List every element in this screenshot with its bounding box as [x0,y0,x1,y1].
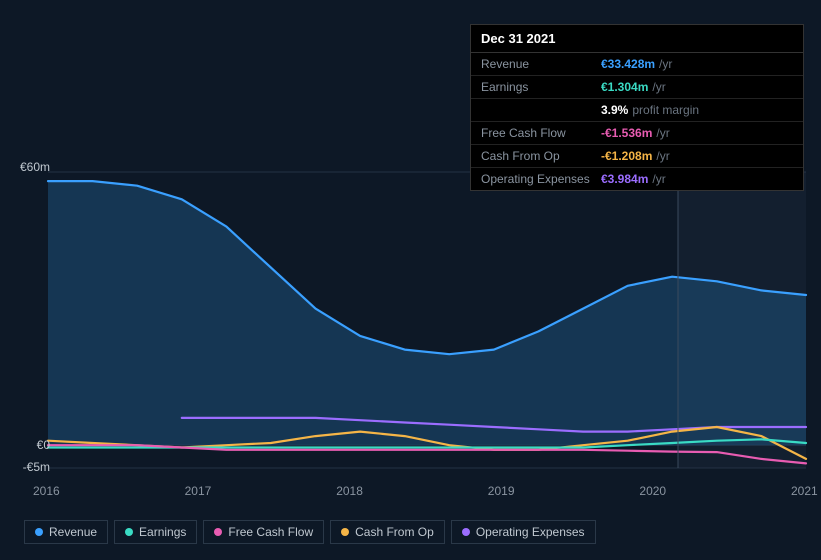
tooltip-label: Revenue [481,57,601,71]
legend-dot-icon [214,528,222,536]
legend-item-revenue[interactable]: Revenue [24,520,108,544]
legend-label: Operating Expenses [476,525,585,539]
tooltip-value: €3.984m/yr [601,172,666,186]
tooltip-title: Dec 31 2021 [471,25,803,53]
x-axis-year: 2018 [336,484,363,498]
x-axis-year: 2019 [488,484,515,498]
legend-item-cashop[interactable]: Cash From Op [330,520,445,544]
tooltip-row: Revenue€33.428m/yr [471,53,803,76]
legend-dot-icon [341,528,349,536]
legend-label: Revenue [49,525,97,539]
tooltip-value: 3.9%profit margin [601,103,699,117]
tooltip-value: €33.428m/yr [601,57,672,71]
tooltip-row: Free Cash Flow-€1.536m/yr [471,122,803,145]
tooltip-label: Earnings [481,80,601,94]
tooltip-row: Earnings€1.304m/yr [471,76,803,99]
tooltip-row: 3.9%profit margin [471,99,803,122]
tooltip-value: -€1.208m/yr [601,149,670,163]
tooltip-label: Cash From Op [481,149,601,163]
legend-dot-icon [35,528,43,536]
tooltip-row: Cash From Op-€1.208m/yr [471,145,803,168]
tooltip-label: Operating Expenses [481,172,601,186]
x-axis-year: 2021 [791,484,818,498]
legend-item-fcf[interactable]: Free Cash Flow [203,520,324,544]
y-axis-max: €60m [20,160,50,174]
hover-tooltip: Dec 31 2021 Revenue€33.428m/yrEarnings€1… [470,24,804,191]
chart-container: €60m €0 -€5m 2016 2017 2018 2019 2020 2021 De… [0,0,821,560]
y-axis-zero: €0 [20,438,50,452]
legend-item-opex[interactable]: Operating Expenses [451,520,596,544]
legend-label: Free Cash Flow [228,525,313,539]
legend-label: Cash From Op [355,525,434,539]
tooltip-row: Operating Expenses€3.984m/yr [471,168,803,190]
x-axis-year: 2017 [185,484,212,498]
y-axis-min: -€5m [20,460,50,474]
x-axis-year: 2020 [639,484,666,498]
legend-label: Earnings [139,525,186,539]
legend: Revenue Earnings Free Cash Flow Cash From O… [24,520,596,544]
tooltip-value: -€1.536m/yr [601,126,670,140]
legend-item-earnings[interactable]: Earnings [114,520,197,544]
tooltip-label: Free Cash Flow [481,126,601,140]
x-axis-year: 2016 [33,484,60,498]
legend-dot-icon [462,528,470,536]
tooltip-label [481,103,601,117]
legend-dot-icon [125,528,133,536]
tooltip-value: €1.304m/yr [601,80,666,94]
